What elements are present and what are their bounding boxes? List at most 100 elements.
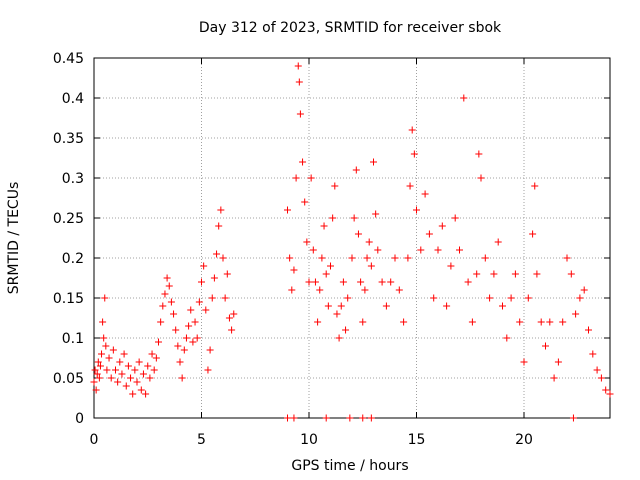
data-point	[576, 294, 584, 302]
data-point	[223, 270, 231, 278]
data-point	[410, 150, 418, 158]
data-point	[430, 294, 438, 302]
data-point	[546, 318, 554, 326]
data-point	[114, 378, 122, 386]
data-point	[213, 250, 221, 258]
data-point	[295, 78, 303, 86]
data-point	[135, 358, 143, 366]
data-point	[361, 286, 369, 294]
plot-frame	[93, 57, 611, 419]
data-point	[425, 230, 433, 238]
data-point	[597, 374, 605, 382]
data-point	[464, 278, 472, 286]
data-point	[322, 270, 330, 278]
data-point	[511, 270, 519, 278]
data-point	[301, 198, 309, 206]
data-point	[359, 318, 367, 326]
data-point	[318, 254, 326, 262]
data-point	[531, 182, 539, 190]
y-tick-label: 0	[75, 411, 84, 427]
data-point	[144, 362, 152, 370]
data-point	[299, 158, 307, 166]
data-point	[344, 294, 352, 302]
data-point	[208, 294, 216, 302]
data-point	[451, 214, 459, 222]
data-point	[161, 290, 169, 298]
data-point	[314, 318, 322, 326]
data-point	[316, 286, 324, 294]
data-point	[585, 326, 592, 334]
y-tick-label: 0.15	[53, 291, 84, 307]
x-tick-label: 20	[515, 432, 533, 448]
axis-ticks: 0 0.05 0.1 0.15 0.2 0.25 0.3 0.35 0.4 0.45 0 5 10 15 2…	[53, 51, 610, 448]
y-axis-label: SRMTID / TECUs	[6, 182, 22, 295]
data-point	[210, 274, 218, 282]
data-point	[284, 414, 291, 422]
data-point	[91, 366, 99, 374]
data-point	[288, 286, 296, 294]
data-point	[447, 262, 455, 270]
data-point	[98, 350, 106, 358]
data-point	[131, 366, 139, 374]
data-point	[311, 278, 319, 286]
grid-lines	[94, 58, 610, 418]
data-point	[567, 270, 575, 278]
data-point	[468, 318, 476, 326]
data-point	[148, 350, 156, 358]
y-tick-label: 0.1	[62, 331, 84, 347]
data-point	[195, 298, 203, 306]
data-point	[339, 278, 347, 286]
data-point	[150, 366, 158, 374]
data-point	[333, 310, 341, 318]
data-point	[225, 314, 233, 322]
data-point	[187, 306, 195, 314]
data-point	[408, 126, 416, 134]
x-tick-label: 15	[408, 432, 426, 448]
data-point	[112, 366, 119, 374]
data-point	[395, 286, 403, 294]
data-point	[172, 326, 180, 334]
data-point	[290, 266, 298, 274]
data-point	[139, 370, 147, 378]
data-point	[374, 246, 382, 254]
data-point	[580, 286, 588, 294]
data-point	[193, 334, 201, 342]
data-point	[152, 354, 160, 362]
data-point	[533, 270, 541, 278]
data-point	[342, 326, 350, 334]
data-points	[90, 62, 614, 422]
data-point	[294, 62, 302, 70]
data-point	[146, 374, 154, 382]
data-point	[101, 294, 109, 302]
data-point	[122, 382, 130, 390]
data-point	[116, 358, 124, 366]
data-point	[372, 210, 380, 218]
data-point	[320, 222, 328, 230]
data-point	[95, 374, 103, 382]
data-point	[503, 334, 511, 342]
data-point	[387, 278, 395, 286]
data-point	[217, 206, 225, 214]
data-point	[417, 246, 425, 254]
data-point	[103, 366, 111, 374]
data-point	[202, 306, 210, 314]
data-point	[198, 278, 205, 286]
data-point	[593, 366, 601, 374]
data-point	[109, 346, 117, 354]
data-point	[524, 294, 532, 302]
x-tick-label: 0	[90, 432, 99, 448]
data-point	[221, 294, 229, 302]
data-point	[159, 302, 167, 310]
data-point	[307, 174, 315, 182]
data-point	[93, 370, 101, 378]
data-point	[357, 278, 365, 286]
data-point	[157, 318, 165, 326]
data-point	[228, 326, 236, 334]
data-point	[365, 238, 373, 246]
data-point	[105, 354, 113, 362]
data-point	[204, 366, 212, 374]
data-point	[516, 318, 524, 326]
data-point	[90, 378, 98, 386]
data-point	[142, 390, 150, 398]
data-point	[206, 346, 214, 354]
